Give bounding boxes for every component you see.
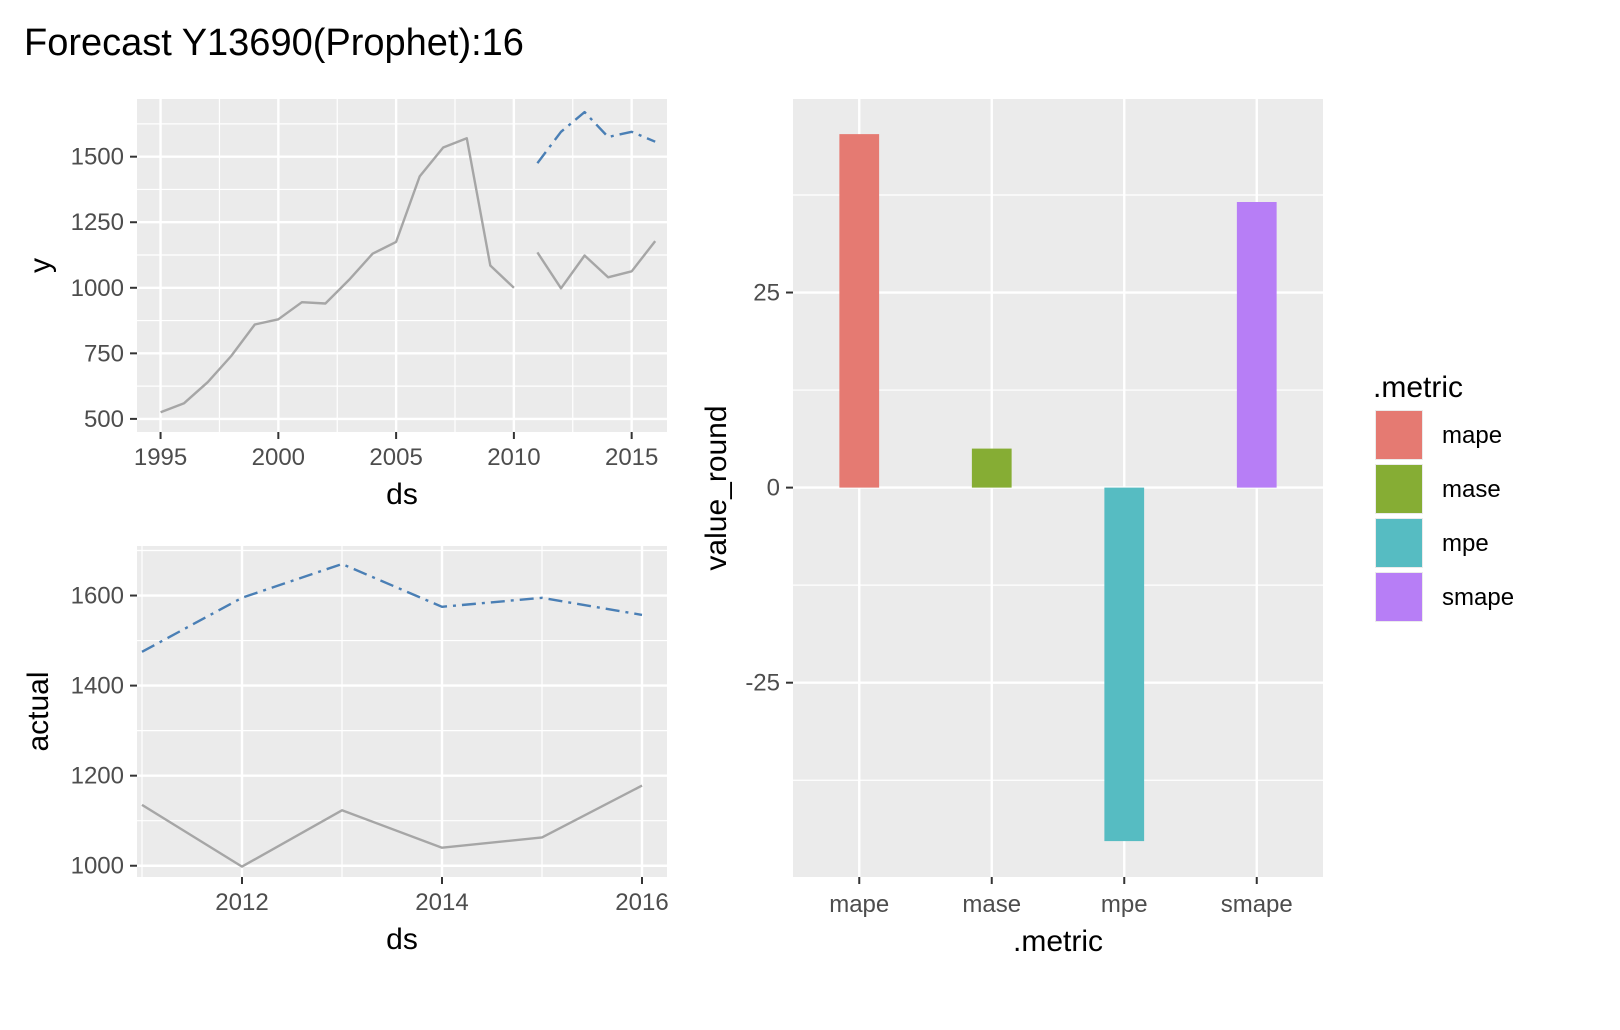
x-tick-label: 1995 <box>134 444 187 471</box>
y-tick-label: 1250 <box>71 209 124 236</box>
x-tick-label: 2000 <box>252 444 305 471</box>
chart-title: Forecast Y13690(Prophet):16 <box>24 22 524 64</box>
panel-metrics: -25 0 25 mape mase mpe smape .metric value_round <box>700 99 1323 958</box>
legend-label-mpe: mpe <box>1442 530 1489 557</box>
y-tick-label: 1200 <box>71 763 124 790</box>
y-tick-label: 1500 <box>71 144 124 171</box>
bar-mape <box>839 134 880 488</box>
y-tick-label: 750 <box>84 340 124 367</box>
plot-panel-test <box>137 546 667 877</box>
legend-title: .metric <box>1373 371 1463 404</box>
x-tick-label: mpe <box>1101 891 1148 918</box>
legend-label-mape: mape <box>1442 422 1502 449</box>
x-tick-label: 2012 <box>215 889 268 916</box>
panel-test: 2012 2014 2016 1000 1200 1400 1600 ds actual <box>22 546 669 956</box>
legend-label-smape: smape <box>1442 584 1514 611</box>
legend-key-smape <box>1376 573 1422 621</box>
x-tick-label: 2010 <box>487 444 540 471</box>
series-line-actual <box>160 137 515 414</box>
y-tick-label: 1600 <box>71 583 124 610</box>
bar-smape <box>1236 202 1277 488</box>
y-tick-label: 1400 <box>71 673 124 700</box>
x-tick-label: 2014 <box>415 889 468 916</box>
x-axis-title: ds <box>386 923 418 956</box>
bar-mpe <box>1104 487 1145 842</box>
plot-panel-history <box>137 99 667 432</box>
bar-mase <box>971 448 1012 488</box>
x-tick-label: 2015 <box>605 444 658 471</box>
y-tick-label: 1000 <box>71 275 124 302</box>
legend-key-mpe <box>1376 519 1422 567</box>
series-line-forecast <box>536 110 656 164</box>
y-tick-label: 0 <box>767 475 780 502</box>
series-line-forecast <box>141 562 643 653</box>
legend: .metric mape mase mpe smape <box>1373 371 1514 622</box>
y-axis-title: y <box>24 258 57 273</box>
y-tick-label: -25 <box>745 670 780 697</box>
series-line-actual <box>141 784 643 868</box>
x-tick-label: smape <box>1221 891 1293 918</box>
x-axis-title: .metric <box>1013 925 1103 958</box>
y-tick-label: 1000 <box>71 853 124 880</box>
x-tick-label: mape <box>829 891 889 918</box>
x-tick-label: 2016 <box>615 889 668 916</box>
series-line-actual <box>536 240 657 290</box>
legend-key-mase <box>1376 465 1422 513</box>
x-axis-title: ds <box>386 478 418 511</box>
y-axis-title: actual <box>22 671 55 751</box>
y-axis-title: value_round <box>700 405 733 570</box>
panel-history: 1995 2000 2005 2010 2015 500 750 1000 1250 1500 ds… <box>24 99 667 511</box>
x-tick-label: 2005 <box>369 444 422 471</box>
y-tick-label: 500 <box>84 406 124 433</box>
legend-key-mape <box>1376 411 1422 459</box>
legend-label-mase: mase <box>1442 476 1501 503</box>
x-tick-label: mase <box>962 891 1021 918</box>
y-tick-label: 25 <box>753 280 780 307</box>
